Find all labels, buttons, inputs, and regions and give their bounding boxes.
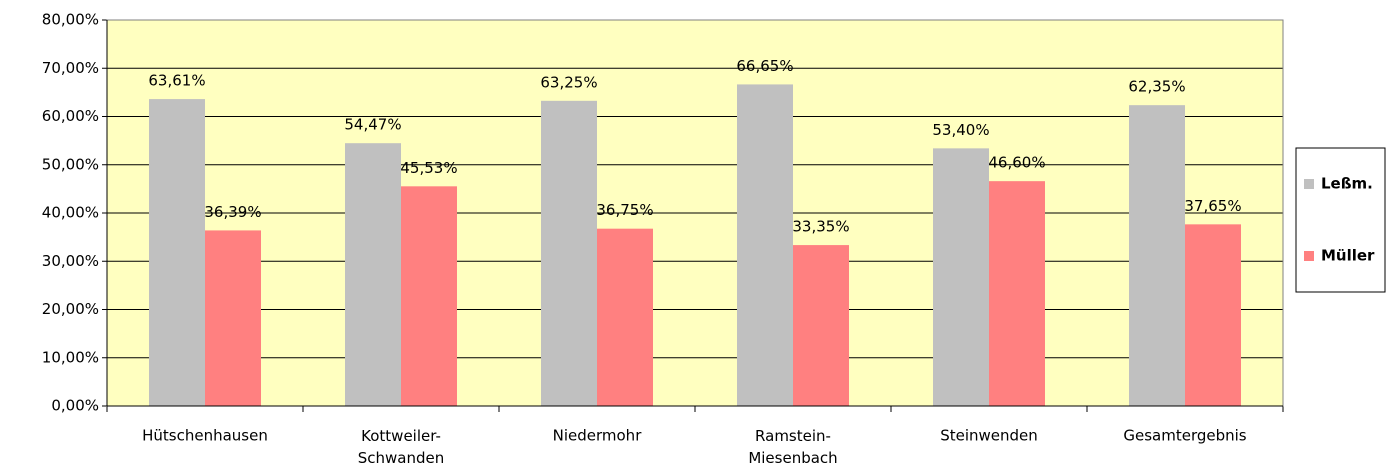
data-label: 37,65%	[1184, 197, 1241, 215]
legend-swatch	[1304, 179, 1314, 189]
bar	[1129, 105, 1185, 406]
bar	[933, 148, 989, 406]
y-tick-label: 0,00%	[51, 397, 99, 415]
data-label: 63,61%	[148, 72, 205, 90]
bar	[989, 181, 1045, 406]
bar	[793, 245, 849, 406]
y-tick-label: 30,00%	[42, 252, 99, 270]
data-label: 36,75%	[596, 201, 653, 219]
bar	[541, 100, 597, 406]
y-tick-label: 40,00%	[42, 204, 99, 222]
x-tick-label: Niedermohr	[553, 427, 643, 445]
x-tick-label: Gesamtergebnis	[1123, 427, 1246, 445]
y-tick-label: 70,00%	[42, 59, 99, 77]
data-label: 66,65%	[736, 57, 793, 75]
data-label: 46,60%	[988, 154, 1045, 172]
data-label: 36,39%	[204, 203, 261, 221]
data-label: 33,35%	[792, 218, 849, 236]
bar	[1185, 224, 1241, 406]
y-tick-label: 50,00%	[42, 155, 99, 173]
x-tick-label: Ramstein-Miesenbach	[748, 427, 837, 466]
legend-label: Müller	[1321, 247, 1375, 265]
data-label: 53,40%	[932, 121, 989, 139]
bar	[737, 84, 793, 406]
bar	[149, 99, 205, 406]
legend-label: Leßm.	[1321, 175, 1373, 193]
bar	[597, 228, 653, 406]
y-tick-label: 10,00%	[42, 348, 99, 366]
legend-box	[1295, 147, 1386, 293]
y-tick-label: 60,00%	[42, 107, 99, 125]
data-label: 54,47%	[344, 116, 401, 134]
y-tick-label: 80,00%	[42, 11, 99, 29]
data-label: 62,35%	[1128, 78, 1185, 96]
legend-swatch	[1304, 251, 1314, 261]
data-label: 63,25%	[540, 73, 597, 91]
x-tick-label: Steinwenden	[940, 427, 1038, 445]
x-tick-label: Kottweiler-Schwanden	[358, 427, 445, 466]
data-label: 45,53%	[400, 159, 457, 177]
bar	[345, 143, 401, 406]
y-tick-label: 20,00%	[42, 300, 99, 318]
bar	[401, 186, 457, 406]
bar	[205, 230, 261, 406]
x-tick-label: Hütschenhausen	[142, 427, 268, 445]
